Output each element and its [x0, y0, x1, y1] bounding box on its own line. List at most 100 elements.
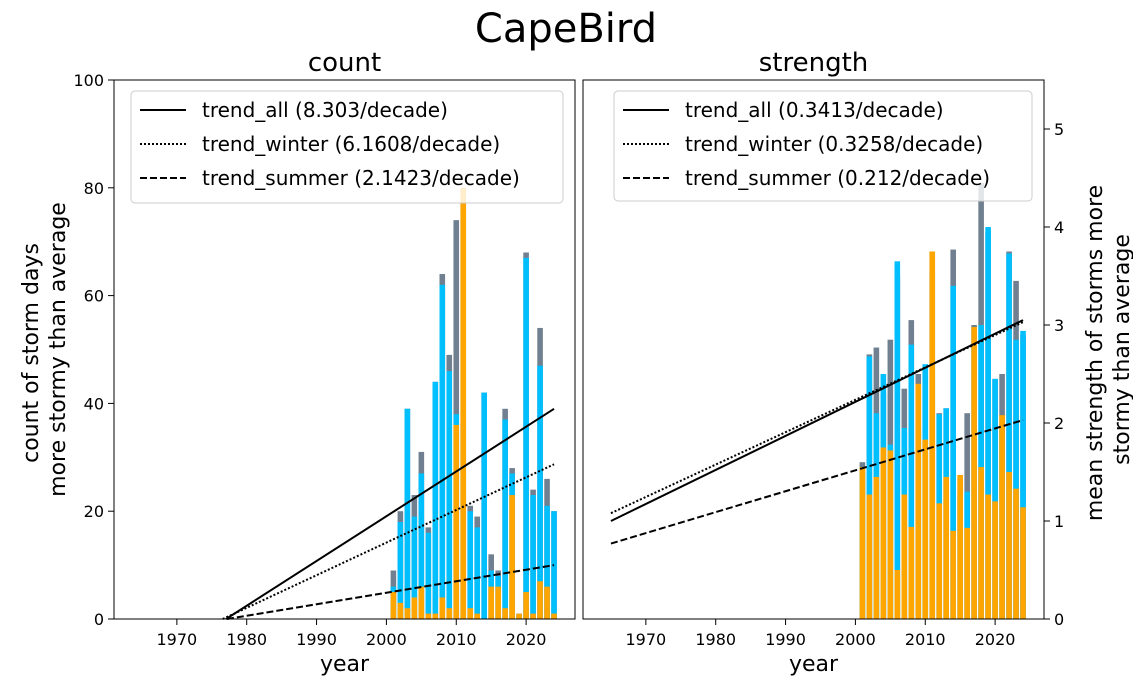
count-bar-summer-2018 — [509, 495, 515, 619]
strength-x-tick-label-1980: 1980 — [695, 630, 736, 649]
strength-y-tick-label-3: 3 — [1054, 316, 1064, 335]
strength-bar-winter-2023 — [1013, 339, 1019, 619]
count-bar-summer-2021 — [530, 613, 536, 619]
strength-bar-summer-2005 — [887, 450, 894, 619]
strength-bar-summer-2010 — [922, 439, 929, 619]
count-y-label: count of storm days more stormy than ave… — [19, 202, 71, 497]
strength-bar-summer-2017 — [971, 326, 977, 619]
count-x-tick-label-2000: 2000 — [366, 630, 407, 649]
count-bar-summer-2005 — [418, 586, 425, 619]
count-bar-summer-2017 — [502, 608, 508, 619]
count-plot-frame — [113, 79, 576, 620]
strength-bar-summer-2009 — [915, 383, 922, 619]
strength-bar-summer-2019 — [985, 494, 991, 619]
strength-bars — [859, 182, 1026, 620]
count-bar-summer-2024 — [551, 613, 557, 619]
count-bar-summer-2011 — [460, 187, 467, 620]
strength-bar-winter-2019 — [985, 227, 991, 619]
strength-bar-summer-2004 — [880, 447, 887, 619]
count-legend-box — [130, 90, 564, 204]
count-bar-summer-2002 — [397, 602, 404, 619]
strength-x-label: year — [789, 652, 839, 677]
count-trend-dotted — [222, 463, 555, 620]
strength-y-label-line-1: mean strength of storms more — [1083, 185, 1108, 521]
count-y-tick-label-20: 20 — [84, 502, 104, 521]
strength-y-label-line-2: stormy than average — [1110, 234, 1133, 465]
strength-trend-dashed — [610, 419, 1024, 545]
count-bar-summer-2001 — [390, 592, 397, 619]
count-bar-winter-2017 — [502, 419, 508, 619]
strength-y-tick-label-5: 5 — [1054, 120, 1064, 139]
count-bar-winter-2022 — [537, 365, 543, 619]
strength-bar-summer-2002 — [866, 494, 873, 619]
count-y-tick-label-60: 60 — [84, 287, 104, 306]
strength-y-tick-label-4: 4 — [1054, 218, 1064, 237]
strength-bar-summer-2001 — [859, 467, 866, 619]
strength-bar-summer-2021 — [999, 415, 1005, 619]
strength-bar-summer-2018 — [978, 467, 984, 619]
count-bar-winter-2009 — [446, 371, 453, 619]
count-bar-winter-2021 — [530, 495, 536, 619]
strength-bar-summer-2020 — [992, 501, 998, 619]
count-x-ticks: 1970 1980 1990 2000 2010 2020 — [157, 619, 547, 649]
strength-panel: strength 1970 1980 1990 2000 2010 2020 0 1 2 3 4 5… — [582, 48, 1133, 677]
count-bar-summer-2016 — [495, 586, 501, 619]
count-bar-summer-2010 — [453, 424, 460, 619]
strength-bar-summer-2012 — [936, 503, 943, 619]
strength-bar-winter-2020 — [992, 378, 998, 619]
count-bar-summer-2012 — [467, 608, 474, 619]
count-bars — [390, 187, 557, 620]
strength-legend-box — [613, 90, 1033, 202]
strength-x-tick-label-2000: 2000 — [835, 630, 876, 649]
strength-legend: trend_all (0.3413/decade) trend_winter (… — [613, 90, 1033, 202]
count-x-tick-label-1980: 1980 — [226, 630, 267, 649]
strength-y-ticks: 0 1 2 3 4 5 — [1044, 120, 1064, 629]
count-bar-summer-2003 — [404, 608, 411, 619]
count-y-tick-label-100: 100 — [73, 71, 104, 90]
count-legend-label-2: trend_winter (6.1608/decade) — [202, 132, 500, 156]
strength-bar-summer-2023 — [1013, 488, 1019, 619]
strength-bar-winter-2002 — [866, 356, 873, 619]
count-bar-winter-2014 — [481, 392, 487, 619]
count-y-tick-label-40: 40 — [84, 394, 104, 413]
count-bar-winter-2006 — [425, 532, 432, 619]
count-bar-summer-2009 — [446, 608, 453, 619]
count-x-tick-label-2020: 2020 — [506, 630, 547, 649]
count-bar-winter-2004 — [411, 516, 418, 619]
strength-legend-label-1: trend_all (0.3413/decade) — [685, 98, 944, 122]
strength-trend-lines — [610, 319, 1024, 545]
strength-bar-summer-2003 — [873, 476, 880, 619]
strength-bar-summer-2008 — [908, 526, 915, 619]
strength-bar-summer-2022 — [1006, 472, 1012, 619]
count-y-ticks: 0 20 40 60 80 100 — [73, 71, 114, 629]
count-bar-summer-2015 — [488, 586, 494, 619]
strength-y-tick-label-0: 0 — [1054, 610, 1064, 629]
count-bar-winter-2003 — [404, 408, 411, 619]
count-bar-winter-2023 — [544, 505, 550, 619]
count-bar-winter-2008 — [439, 284, 446, 619]
count-bar-summer-2020 — [523, 592, 529, 619]
strength-x-tick-label-1990: 1990 — [765, 630, 806, 649]
strength-bar-winter-2006 — [894, 261, 901, 619]
strength-bar-summer-2024 — [1020, 507, 1026, 619]
count-bar-winter-2007 — [432, 381, 439, 619]
count-trend-lines — [222, 407, 555, 620]
strength-bar-winter-2022 — [1006, 253, 1012, 619]
count-legend: trend_all (8.303/decade) trend_winter (6… — [130, 90, 564, 204]
count-legend-label-1: trend_all (8.303/decade) — [202, 98, 448, 122]
strength-x-tick-label-2020: 2020 — [975, 630, 1016, 649]
count-x-label: year — [320, 652, 370, 677]
strength-bar-winter-2014 — [950, 285, 956, 619]
strength-panel-title: strength — [759, 48, 869, 78]
count-bar-summer-2013 — [474, 613, 481, 619]
count-panel: count 1970 1980 1990 2000 2010 2020 0 20 40 60 80… — [19, 48, 576, 677]
count-bar-summer-2019 — [516, 613, 522, 619]
count-x-tick-label-2010: 2010 — [436, 630, 477, 649]
strength-trend-solid — [610, 319, 1024, 522]
count-bar-winter-2002 — [397, 521, 404, 619]
strength-y-tick-label-2: 2 — [1054, 414, 1064, 433]
figure-title: CapeBird — [475, 6, 657, 52]
count-x-tick-label-1970: 1970 — [157, 630, 198, 649]
strength-bar-summer-2015 — [957, 474, 963, 619]
